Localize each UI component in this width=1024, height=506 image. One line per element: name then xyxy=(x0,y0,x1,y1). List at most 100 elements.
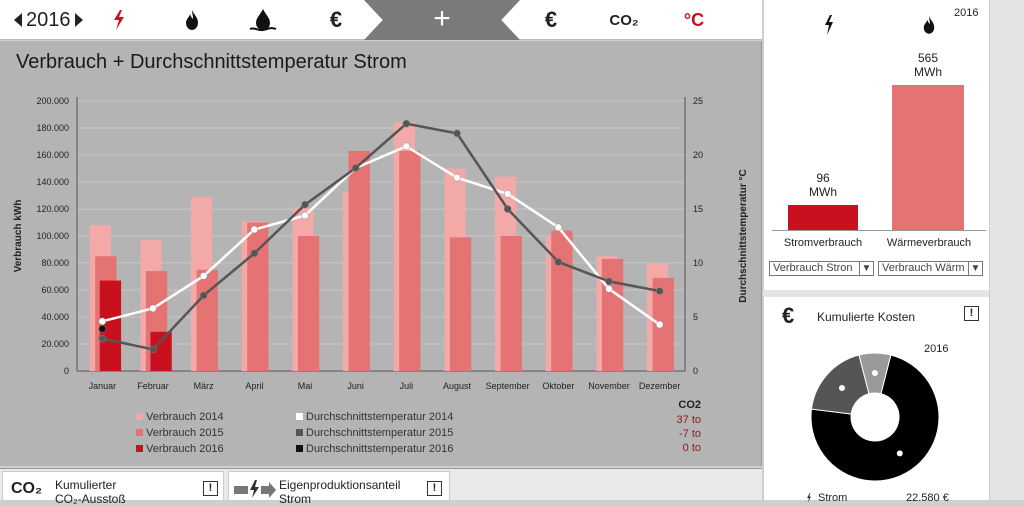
battery-lightning-icon xyxy=(234,480,276,498)
line-durchschnittstemperatur-2015 xyxy=(102,122,660,351)
waerme-dropdown[interactable]: Verbrauch Wärm ▼ xyxy=(878,261,983,276)
co2-box-value: 37 to xyxy=(677,414,701,426)
year-selector[interactable]: 2016 xyxy=(14,8,83,32)
euro-glyph: € xyxy=(329,7,343,32)
point-durchschnittstemperatur-2015 xyxy=(503,205,512,213)
point-durchschnittstemperatur-2015 xyxy=(554,258,563,266)
point-durchschnittstemperatur-2014 xyxy=(453,173,461,182)
strom-dropdown[interactable]: Verbrauch Stron ▼ xyxy=(769,261,874,276)
y-tick-label: 80.000 xyxy=(41,258,69,268)
donut-slice-icon xyxy=(871,370,878,377)
point-durchschnittstemperatur-2014 xyxy=(402,142,411,151)
donut-slice-icon xyxy=(838,384,845,391)
panel-year: 2016 xyxy=(954,7,979,19)
chevron-down-icon[interactable]: ▼ xyxy=(968,262,982,275)
legend-label: Durchschnittstemperatur 2016 xyxy=(306,443,453,455)
co2-icon: CO₂ xyxy=(11,480,43,497)
point-durchschnittstemperatur-2014 xyxy=(149,304,157,313)
y2-tick-label: 5 xyxy=(693,312,698,322)
stromverbrauch-label: Stromverbrauch xyxy=(783,237,863,249)
co2-card[interactable]: CO₂ Kumulierter CO₂-Ausstoß ! xyxy=(2,471,224,506)
point-durchschnittstemperatur-2015 xyxy=(453,129,461,138)
legend-label: Verbrauch 2016 xyxy=(146,443,224,455)
bar-verbrauch-2015 xyxy=(551,230,573,371)
prev-year-icon[interactable] xyxy=(14,13,22,27)
bottom-strip: CO₂ Kumulierter CO₂-Ausstoß ! Eigenprodu… xyxy=(0,468,762,506)
flame-icon xyxy=(923,16,935,34)
celsius-icon[interactable]: °C xyxy=(676,8,712,32)
y-tick-label: 60.000 xyxy=(41,285,69,295)
scrollbar[interactable] xyxy=(989,0,1024,500)
flame-icon[interactable] xyxy=(177,8,207,32)
bar-verbrauch-2015 xyxy=(297,236,320,371)
legend-swatch xyxy=(136,445,143,452)
legend-label: Durchschnittstemperatur 2014 xyxy=(306,411,453,423)
co2-box-title: CO2 xyxy=(678,399,701,411)
plus-icon: + xyxy=(433,2,451,35)
x-tick-label: Januar xyxy=(89,381,117,391)
euro-glyph: € xyxy=(544,7,558,32)
chevron-down-icon[interactable]: ▼ xyxy=(859,262,873,275)
y-tick-label: 180.000 xyxy=(36,123,69,133)
co2-box-value: 0 to xyxy=(683,442,701,454)
chart-panel: Verbrauch + Durchschnittstemperatur Stro… xyxy=(0,41,762,466)
oil-drop-icon[interactable] xyxy=(248,8,278,32)
donut-slice-strom[interactable] xyxy=(810,354,940,482)
legend-label: Durchschnittstemperatur 2015 xyxy=(306,427,453,439)
y2-tick-label: 10 xyxy=(693,258,703,268)
y-tick-label: 120.000 xyxy=(36,204,69,214)
x-tick-label: Oktober xyxy=(542,381,574,391)
next-year-icon[interactable] xyxy=(74,13,83,27)
euro-icon[interactable]: € xyxy=(321,7,351,32)
point-durchschnittstemperatur-2015 xyxy=(655,287,664,295)
y2-tick-label: 25 xyxy=(693,96,703,106)
point-durchschnittstemperatur-2015 xyxy=(301,200,309,209)
costs-row-value: 22.580 € xyxy=(906,492,949,504)
bar-verbrauch-2015 xyxy=(449,237,472,371)
self-production-label1: Eigenproduktionsanteil xyxy=(279,478,401,492)
bar-verbrauch-2015 xyxy=(247,222,269,371)
toolbar: 2016 € + € CO₂ °C xyxy=(0,0,762,40)
lightning-icon[interactable] xyxy=(104,8,134,32)
costs-year: 2016 xyxy=(924,343,949,355)
euro-icon[interactable]: € xyxy=(536,7,566,32)
point-durchschnittstemperatur-2015 xyxy=(402,119,411,128)
self-production-label2: Strom xyxy=(279,492,312,506)
point-durchschnittstemperatur-2014 xyxy=(98,317,107,326)
waermeverbrauch-bar[interactable] xyxy=(892,85,964,230)
consumption-comparison-panel: 2016 96 MWh 565 MWh Stromverbrauch Wärme… xyxy=(763,0,989,290)
info-button[interactable]: ! xyxy=(964,306,979,321)
info-button[interactable]: ! xyxy=(203,481,218,496)
info-button[interactable]: ! xyxy=(427,481,442,496)
strom-value: 96 MWh xyxy=(788,171,858,199)
bar-verbrauch-2015 xyxy=(500,236,522,371)
donut-slice-wärme[interactable] xyxy=(810,354,870,415)
self-production-card[interactable]: Eigenproduktionsanteil Strom ! xyxy=(228,471,450,506)
point-durchschnittstemperatur-2015 xyxy=(199,291,208,300)
chart-title: Verbrauch + Durchschnittstemperatur Stro… xyxy=(16,51,407,73)
x-tick-label: August xyxy=(443,381,472,391)
add-tab[interactable]: + xyxy=(364,0,520,40)
stromverbrauch-bar[interactable] xyxy=(788,205,858,230)
y2-tick-label: 0 xyxy=(693,366,698,376)
x-tick-label: April xyxy=(245,381,263,391)
x-tick-label: Juni xyxy=(347,381,364,391)
lightning-icon xyxy=(825,15,833,35)
y-tick-label: 140.000 xyxy=(36,177,69,187)
bar-verbrauch-2015 xyxy=(601,258,624,371)
y2-tick-label: 20 xyxy=(693,150,703,160)
bar-verbrauch-2016 xyxy=(99,280,122,371)
bar-verbrauch-2016 xyxy=(150,331,172,371)
strom-value-number: 96 xyxy=(816,171,830,186)
point-durchschnittstemperatur-2015 xyxy=(351,164,360,172)
x-tick-label: September xyxy=(486,381,530,391)
x-tick-label: März xyxy=(194,381,214,391)
co2-icon[interactable]: CO₂ xyxy=(604,8,644,32)
y-tick-label: 200.000 xyxy=(36,96,69,106)
y-axis-title: Verbrauch kWh xyxy=(13,200,24,273)
y-tick-label: 40.000 xyxy=(41,312,69,322)
waerme-value-number: 565 xyxy=(917,51,939,65)
waerme-value-unit: MWh xyxy=(914,65,942,79)
y2-tick-label: 15 xyxy=(693,204,703,214)
costs-title: Kumulierte Kosten xyxy=(817,310,916,324)
